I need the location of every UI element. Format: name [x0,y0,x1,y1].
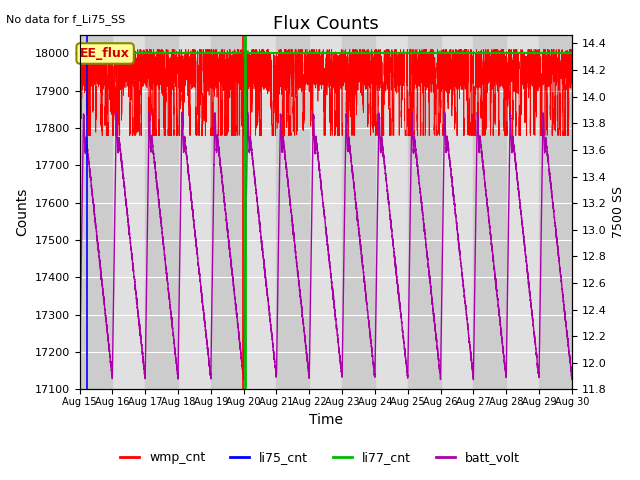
Bar [342,35,375,389]
Bar [408,35,440,389]
Bar [276,35,309,389]
Bar [211,35,244,389]
Bar [79,35,113,389]
Text: EE_flux: EE_flux [80,47,130,60]
Text: No data for f_Li75_SS: No data for f_Li75_SS [6,14,125,25]
Bar [474,35,506,389]
Bar [145,35,178,389]
Y-axis label: Counts: Counts [15,188,29,236]
X-axis label: Time: Time [308,413,342,427]
Y-axis label: 7500 SS: 7500 SS [612,186,625,238]
Title: Flux Counts: Flux Counts [273,15,379,33]
Legend: wmp_cnt, li75_cnt, li77_cnt, batt_volt: wmp_cnt, li75_cnt, li77_cnt, batt_volt [115,446,525,469]
Bar [539,35,572,389]
